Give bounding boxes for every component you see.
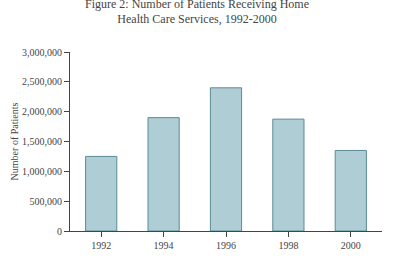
svg-text:Figure 2: Number of Patients R: Figure 2: Number of Patients Receiving H… bbox=[85, 0, 309, 26]
svg-text:1996: 1996 bbox=[216, 240, 236, 251]
svg-text:2000: 2000 bbox=[341, 240, 361, 251]
svg-text:1992: 1992 bbox=[91, 240, 111, 251]
svg-text:Number of Patients: Number of Patients bbox=[9, 103, 20, 181]
svg-text:500,000: 500,000 bbox=[30, 196, 63, 207]
svg-text:1994: 1994 bbox=[154, 240, 174, 251]
svg-text:3,000,000: 3,000,000 bbox=[22, 47, 62, 58]
svg-text:2,500,000: 2,500,000 bbox=[22, 76, 62, 87]
svg-text:1998: 1998 bbox=[278, 240, 298, 251]
svg-text:2,000,000: 2,000,000 bbox=[22, 106, 62, 117]
svg-text:1,000,000: 1,000,000 bbox=[22, 166, 62, 177]
svg-text:1,500,000: 1,500,000 bbox=[22, 136, 62, 147]
svg-text:0: 0 bbox=[57, 226, 62, 237]
